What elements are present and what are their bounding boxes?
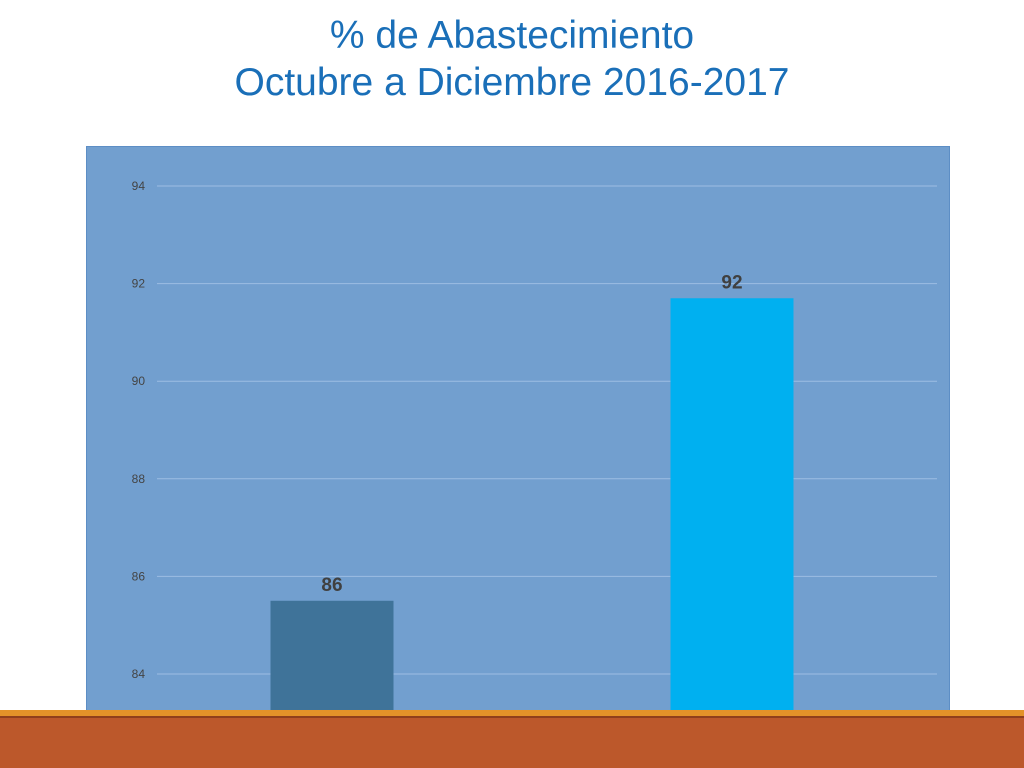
chart-title: % de Abastecimiento Octubre a Diciembre … [0, 12, 1024, 106]
y-tick-label: 88 [132, 472, 146, 486]
bar-data-label: 92 [721, 272, 742, 293]
y-tick-label: 86 [132, 569, 146, 583]
y-tick-label: 90 [132, 374, 146, 388]
footer-bar [0, 716, 1024, 768]
chart-title-line-2: Octubre a Diciembre 2016-2017 [234, 61, 790, 104]
bar [670, 298, 794, 713]
bar [270, 600, 394, 713]
y-tick-label: 84 [132, 667, 146, 681]
footer-stripe [0, 710, 1024, 716]
footer-divider [0, 716, 1024, 718]
chart-panel: 84 86 88 90 92 94 86 92 [86, 146, 950, 713]
chart-title-line-1: % de Abastecimiento [329, 14, 695, 57]
bar-chart: 84 86 88 90 92 94 86 92 [132, 179, 937, 713]
y-tick-label: 94 [132, 179, 146, 193]
y-tick-label: 92 [132, 277, 146, 291]
bar-data-label: 86 [321, 575, 342, 596]
